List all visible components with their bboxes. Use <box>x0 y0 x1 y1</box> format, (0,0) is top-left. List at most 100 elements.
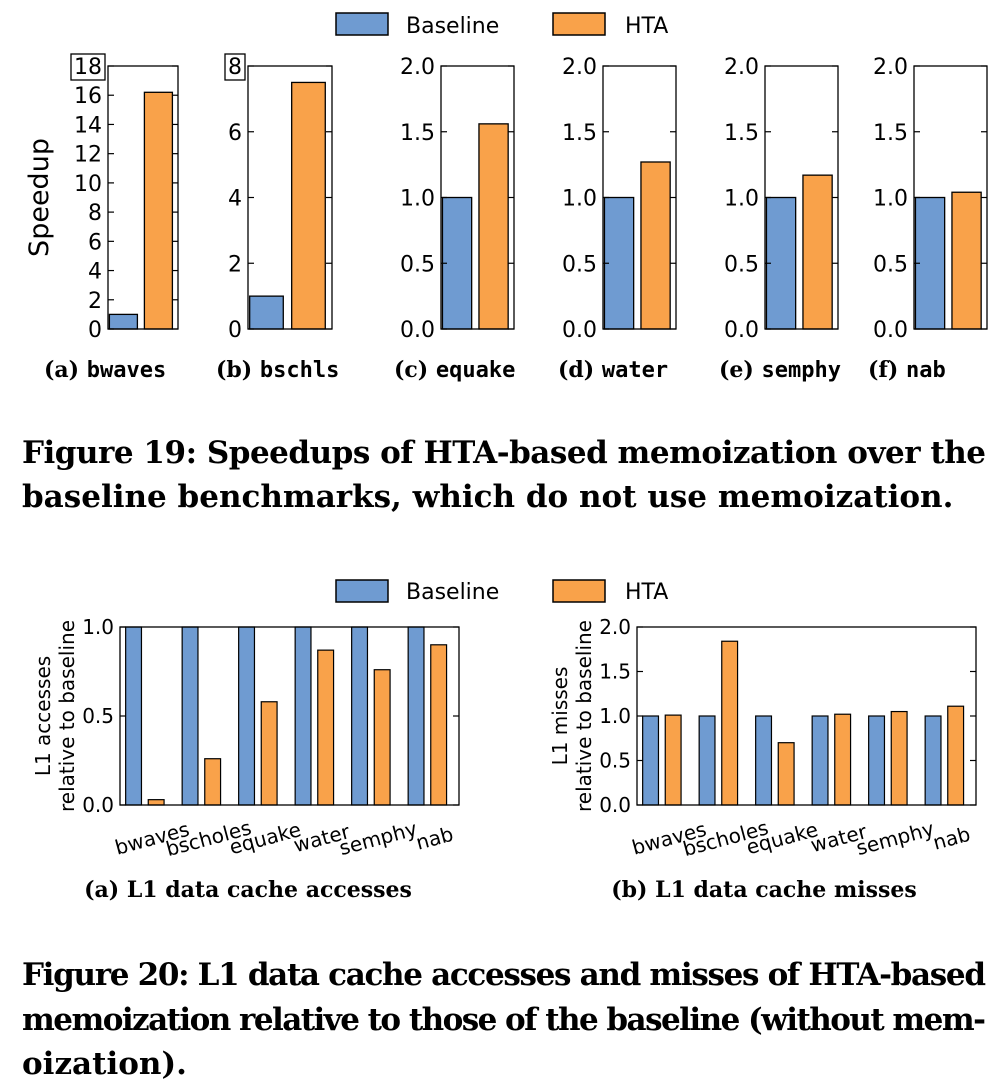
y-axis-label-line1: L1 accesses <box>31 656 55 776</box>
y-tick-label: 0.5 <box>82 704 114 728</box>
y-axis-label-line2: relative to baseline <box>572 620 596 812</box>
y-tick-label: 1.5 <box>599 660 631 684</box>
y-tick-label: 0.5 <box>724 252 759 277</box>
bar-hta-nab <box>947 705 965 806</box>
bar-baseline-semphy <box>868 715 886 806</box>
fig19-panel-semphy: 0.0 0.5 1.0 1.5 2.0 (e) semphy <box>719 55 841 383</box>
bar-hta-semphy <box>373 669 391 806</box>
fig19-panel-bwaves: 0 2 4 6 8 10 12 14 16 18 Speedup (a) bwaves <box>24 53 179 383</box>
y-tick-label: 2.0 <box>873 55 908 80</box>
x-tick-label-semphy: semphy <box>854 816 937 860</box>
legend-hta-swatch <box>552 12 606 36</box>
subcaption-prefix: (f) <box>868 357 906 383</box>
bar-hta-bscholes <box>721 640 739 806</box>
y-tick-label: 2 <box>228 252 242 277</box>
subcaption-prefix: (a) <box>44 357 87 383</box>
y-tick-label: 2.0 <box>562 55 597 80</box>
bar-baseline-semphy <box>351 626 369 806</box>
fig19-panel-bschls: 0 2 4 6 8 (b) bschls <box>216 53 339 383</box>
subcaption-benchmark: nab <box>906 358 946 383</box>
bar-baseline-bwaves <box>125 626 143 806</box>
fig20-panel-misses: bwavesbscholesequakewatersemphynab0.00.5… <box>548 615 977 903</box>
legend2-baseline-label: Baseline <box>406 580 499 605</box>
bar-hta-equake <box>260 701 278 806</box>
x-tick-label-nab: nab <box>413 822 456 855</box>
subcaption-prefix: (b) <box>216 357 260 383</box>
fig20-legend: Baseline HTA <box>335 579 668 605</box>
bar-baseline-nab <box>914 196 946 330</box>
bar-hta-semphy <box>802 174 833 330</box>
y-tick-label: 12 <box>74 143 102 168</box>
fig20-panels: bwavesbscholesequakewatersemphynab0.00.5… <box>31 615 977 903</box>
subcaption-benchmark: equake <box>436 358 515 383</box>
fig19-panel-nab: 0.0 0.5 1.0 1.5 2.0 (f) nab <box>868 55 988 383</box>
y-tick-label: 8 <box>88 201 102 226</box>
y-tick-label: 1.0 <box>562 187 597 212</box>
fig19-legend: Baseline HTA <box>335 12 668 39</box>
y-tick-label: 1.5 <box>562 121 597 146</box>
fig19-panel-equake: 0.0 0.5 1.0 1.5 2.0 (c) equake <box>394 55 515 383</box>
bar-baseline-water <box>603 196 635 330</box>
bar-hta-bwaves <box>664 714 682 806</box>
y-tick-label: 1.0 <box>599 704 631 728</box>
y-tick-label: 0.0 <box>400 318 435 343</box>
bar-baseline-equake <box>238 626 256 806</box>
fig19-caption-line1: Figure 19: Speedups of HTA-based memoiza… <box>22 435 986 471</box>
bar-hta-water <box>317 649 335 806</box>
bar-baseline-water <box>811 715 829 806</box>
y-tick-label: 1.0 <box>400 187 435 212</box>
y-tick-label: 2 <box>88 289 102 314</box>
x-tick-label-semphy: semphy <box>337 816 420 860</box>
bar-baseline-nab <box>924 715 942 806</box>
y-tick-label: 16 <box>74 84 102 109</box>
y-tick-label: 0.5 <box>599 749 631 773</box>
y-break-box <box>70 53 106 81</box>
y-tick-label: 0 <box>88 318 102 343</box>
subcaption: (b) bschls <box>216 357 339 383</box>
bar-hta-bscholes <box>204 758 222 806</box>
bar-baseline-equake <box>441 196 473 330</box>
bar-baseline-nab <box>407 626 425 806</box>
y-tick-label: 1.0 <box>724 187 759 212</box>
y-tick-label: 1.5 <box>873 121 908 146</box>
bar-hta-semphy <box>890 710 908 806</box>
legend-hta-label: HTA <box>625 14 668 39</box>
subcaption: (d) water <box>558 357 668 383</box>
legend2-hta-swatch <box>552 579 606 603</box>
subcaption-prefix: (c) <box>394 357 436 383</box>
bar-hta-water <box>834 713 852 806</box>
y-tick-label: 18 <box>74 55 102 80</box>
fig20-caption-line1: Figure 20: L1 data cache accesses and mi… <box>22 957 986 993</box>
y-tick-label: 0.5 <box>873 252 908 277</box>
y-tick-label: 10 <box>74 172 102 197</box>
fig19-panel-water: 0.0 0.5 1.0 1.5 2.0 (d) water <box>558 55 677 383</box>
subcaption-prefix: (e) <box>719 357 761 383</box>
subcaption-benchmark: bwaves <box>87 358 166 383</box>
y-tick-label: 6 <box>228 121 242 146</box>
plot-frame <box>107 65 179 330</box>
bar-baseline-water <box>294 626 312 806</box>
y-axis-label: Speedup <box>24 138 55 257</box>
y-tick-label: 14 <box>74 113 102 138</box>
y-tick-label: 4 <box>88 260 102 285</box>
x-tick-label-nab: nab <box>930 822 973 855</box>
legend-baseline-label: Baseline <box>406 14 499 39</box>
legend-baseline-swatch <box>335 12 389 36</box>
bar-hta-water <box>640 161 671 330</box>
y-tick-label: 4 <box>228 187 242 212</box>
y-tick-label: 0.5 <box>400 252 435 277</box>
bar-hta-bwaves <box>143 91 174 330</box>
subcaption-benchmark: bschls <box>260 358 339 383</box>
bar-baseline-bschls <box>249 295 284 330</box>
legend2-baseline-swatch <box>335 579 389 603</box>
bar-hta-bschls <box>291 81 326 330</box>
subcaption-prefix: (d) <box>558 357 602 383</box>
bar-hta-nab <box>951 191 982 330</box>
bar-hta-equake <box>478 123 509 330</box>
fig19-caption-line2: baseline benchmarks, which do not use me… <box>22 479 953 515</box>
bar-baseline-bwaves <box>108 313 139 330</box>
y-tick-label: 0.0 <box>873 318 908 343</box>
subcaption: (b) L1 data cache misses <box>611 877 917 903</box>
y-tick-label: 0.0 <box>562 318 597 343</box>
subcaption: (e) semphy <box>719 357 841 383</box>
